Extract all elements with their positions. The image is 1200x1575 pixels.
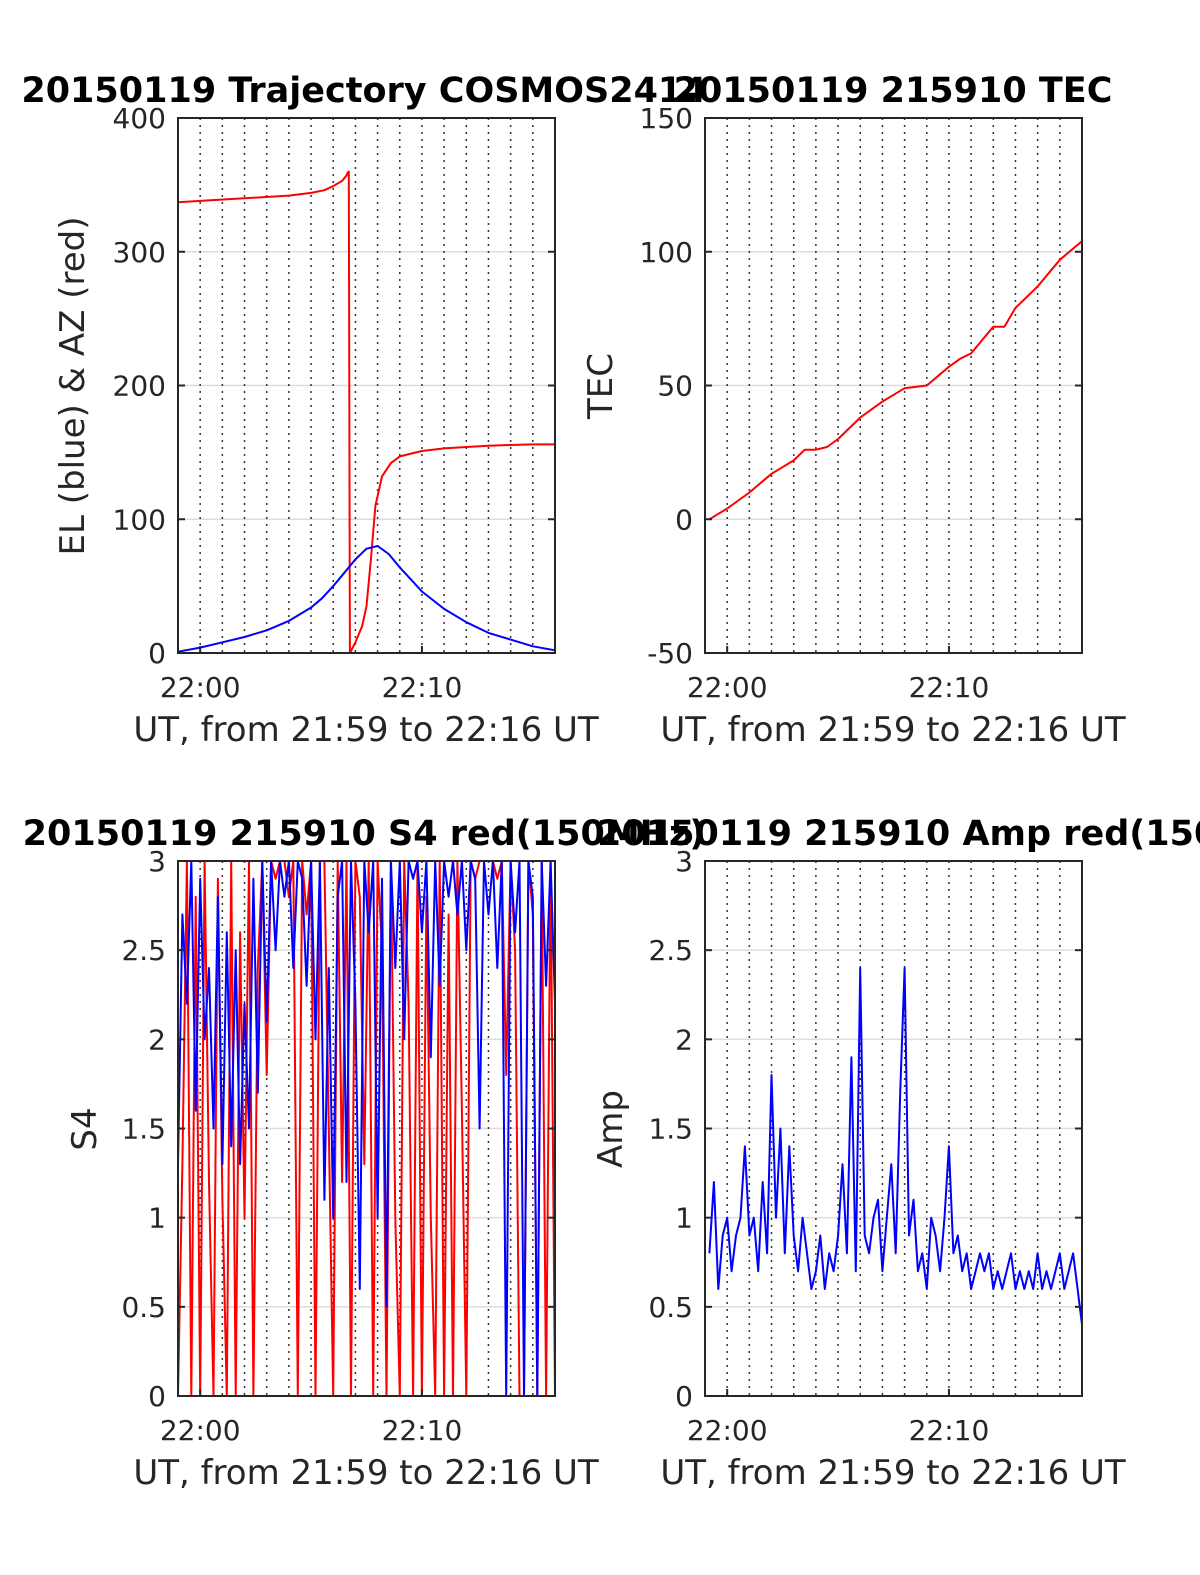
x-tick-label-1: 22:10 bbox=[909, 671, 990, 704]
tec-series-red-line bbox=[708, 240, 1083, 521]
y-tick-label-1: 0.5 bbox=[648, 1291, 693, 1324]
y-tick-label-1: 0 bbox=[675, 503, 693, 536]
y-tick-label-2: 200 bbox=[113, 370, 166, 403]
y-tick-label-0: 0 bbox=[675, 1380, 693, 1413]
y-tick-label-5: 2.5 bbox=[648, 934, 693, 967]
tec-title: 20150119 215910 TEC bbox=[674, 71, 1113, 111]
x-tick-label-0: 22:00 bbox=[160, 671, 241, 704]
tec-plot-area: -50 0 50 100 150 22:00 22:10 bbox=[640, 102, 1083, 704]
x-tick-label-1: 22:10 bbox=[382, 1414, 463, 1447]
s4-panel: 20150119 215910 S4 red(150MHz) 0 0.5 1 1.5 2… bbox=[23, 814, 706, 1493]
y-tick-label-2: 1 bbox=[148, 1202, 166, 1235]
x-tick-label-1: 22:10 bbox=[382, 671, 463, 704]
s4-title: 20150119 215910 S4 red(150MHz) bbox=[23, 814, 706, 854]
y-tick-label-4: 2 bbox=[675, 1023, 693, 1056]
s4-xlabel: UT, from 21:59 to 22:16 UT bbox=[133, 1453, 599, 1493]
x-tick-label-0: 22:00 bbox=[160, 1414, 241, 1447]
y-tick-label-3: 300 bbox=[113, 236, 166, 269]
y-tick-label-0: -50 bbox=[647, 637, 693, 670]
traj-series-red-line bbox=[177, 170, 555, 654]
trajectory-title: 20150119 Trajectory COSMOS2414 bbox=[21, 71, 706, 111]
y-tick-label-3: 1.5 bbox=[648, 1113, 693, 1146]
y-tick-label-2: 50 bbox=[657, 370, 693, 403]
traj-series-blue-line bbox=[177, 545, 556, 653]
trajectory-xlabel: UT, from 21:59 to 22:16 UT bbox=[133, 710, 599, 750]
tec-xlabel: UT, from 21:59 to 22:16 UT bbox=[660, 710, 1126, 750]
y-tick-label-2: 1 bbox=[675, 1202, 693, 1235]
amp-plot-area: 0 0.5 1 1.5 2 2.5 3 22:00 22:10 bbox=[648, 845, 1083, 1447]
amp-series-blue-line bbox=[708, 967, 1083, 1325]
s4-ylabel: S4 bbox=[65, 1107, 105, 1150]
s4-plot-area: 0 0.5 1 1.5 2 2.5 3 22:00 22:10 bbox=[121, 845, 556, 1447]
y-tick-label-6: 3 bbox=[148, 845, 166, 878]
y-tick-label-4: 150 bbox=[640, 102, 693, 135]
amp-title: 20150119 215910 Amp red(150MHz) bbox=[597, 814, 1200, 854]
x-tick-label-0: 22:00 bbox=[687, 671, 768, 704]
trajectory-panel: 20150119 Trajectory COSMOS2414 0 100 200 30… bbox=[21, 71, 706, 750]
y-tick-label-0: 0 bbox=[148, 1380, 166, 1413]
x-tick-label-1: 22:10 bbox=[909, 1414, 990, 1447]
y-tick-label-1: 0.5 bbox=[121, 1291, 166, 1324]
amp-panel: 20150119 215910 Amp red(150MHz) 0 0.5 1 1.5… bbox=[591, 814, 1200, 1493]
trajectory-plot-area: 0 100 200 300 400 22:00 22:10 bbox=[113, 102, 556, 704]
x-tick-label-0: 22:00 bbox=[687, 1414, 768, 1447]
y-tick-label-4: 400 bbox=[113, 102, 166, 135]
amp-ylabel: Amp bbox=[591, 1090, 631, 1168]
y-tick-label-6: 3 bbox=[675, 845, 693, 878]
y-tick-label-4: 2 bbox=[148, 1023, 166, 1056]
s4-series-blue-line bbox=[177, 860, 556, 1397]
trajectory-ylabel: EL (blue) & AZ (red) bbox=[53, 216, 93, 555]
y-tick-label-1: 100 bbox=[113, 503, 166, 536]
amp-xlabel: UT, from 21:59 to 22:16 UT bbox=[660, 1453, 1126, 1493]
tec-panel: 20150119 215910 TEC -50 0 50 100 150 22:00 22:… bbox=[581, 71, 1126, 750]
y-tick-label-3: 100 bbox=[640, 236, 693, 269]
y-tick-label-3: 1.5 bbox=[121, 1113, 166, 1146]
y-tick-label-5: 2.5 bbox=[121, 934, 166, 967]
tec-ylabel: TEC bbox=[581, 353, 621, 420]
y-tick-label-0: 0 bbox=[148, 637, 166, 670]
